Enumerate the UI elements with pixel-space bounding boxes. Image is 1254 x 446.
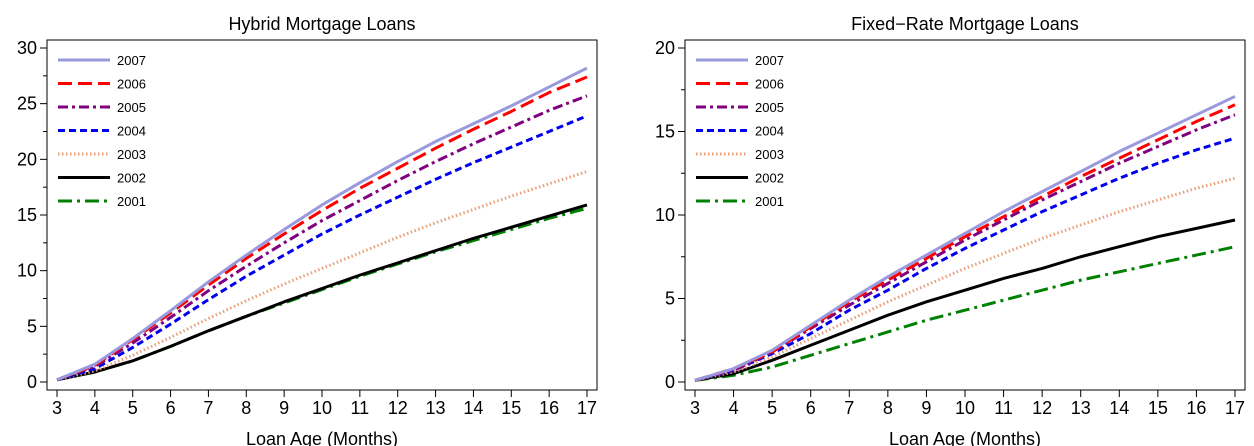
x-tick-label: 6 — [806, 398, 816, 418]
y-tick-label: 15 — [655, 122, 675, 142]
y-tick-label: 5 — [27, 316, 37, 336]
legend-label-2005: 2005 — [117, 100, 146, 115]
x-tick-label: 12 — [1032, 398, 1052, 418]
x-axis-label: Loan Age (Months) — [889, 429, 1041, 446]
legend-label-2003: 2003 — [117, 147, 146, 162]
panel-fixed-rate: Fixed−Rate Mortgage Loans Loan Age (Mont… — [655, 14, 1246, 446]
legend-label-2003: 2003 — [755, 147, 784, 162]
x-tick-label: 11 — [351, 398, 370, 418]
y-tick-label: 20 — [17, 149, 37, 169]
chart-title: Fixed−Rate Mortgage Loans — [851, 14, 1079, 34]
x-tick-label: 13 — [1071, 398, 1091, 418]
x-tick-label: 7 — [203, 398, 213, 418]
legend-label-2005: 2005 — [755, 100, 784, 115]
y-tick-label: 10 — [17, 261, 37, 281]
legend-label-2006: 2006 — [117, 77, 146, 92]
legend-label-2004: 2004 — [117, 124, 146, 139]
x-tick-label: 9 — [921, 398, 931, 418]
series-line-2003 — [56, 170, 588, 382]
y-tick-label: 25 — [17, 94, 37, 114]
series-line-2001 — [694, 245, 1236, 382]
x-tick-label: 14 — [463, 398, 483, 418]
x-axis-label: Loan Age (Months) — [246, 429, 398, 446]
x-tick-label: 4 — [729, 398, 739, 418]
series-line-2006 — [694, 103, 1236, 382]
series-line-2002 — [56, 203, 588, 382]
y-tick-label: 0 — [665, 372, 675, 392]
x-tick-label: 9 — [279, 398, 289, 418]
legend-label-2007: 2007 — [755, 53, 784, 68]
series-line-2003 — [694, 176, 1236, 382]
y-tick-label: 0 — [27, 372, 37, 392]
y-tick-label: 20 — [655, 38, 675, 58]
y-tick-label: 15 — [17, 205, 37, 225]
x-tick-label: 5 — [767, 398, 777, 418]
legend-label-2001: 2001 — [117, 194, 146, 209]
x-tick-label: 7 — [844, 398, 854, 418]
plot-frame — [684, 39, 1246, 391]
plot-frame — [46, 39, 598, 391]
y-tick-label: 5 — [665, 289, 675, 309]
x-tick-label: 4 — [90, 398, 100, 418]
chart-title: Hybrid Mortgage Loans — [228, 14, 415, 34]
x-tick-label: 10 — [955, 398, 975, 418]
x-tick-label: 8 — [241, 398, 251, 418]
x-tick-label: 13 — [426, 398, 446, 418]
x-tick-label: 11 — [994, 398, 1013, 418]
series-line-2005 — [56, 94, 588, 382]
legend-label-2001: 2001 — [755, 194, 784, 209]
x-tick-label: 3 — [52, 398, 62, 418]
series-line-2005 — [694, 113, 1236, 382]
x-tick-label: 10 — [312, 398, 332, 418]
x-tick-label: 15 — [501, 398, 521, 418]
x-tick-label: 16 — [1186, 398, 1206, 418]
y-tick-label: 30 — [17, 38, 37, 58]
y-tick-label: 10 — [655, 205, 675, 225]
panel-hybrid: Hybrid Mortgage Loans Loan Age (Months) … — [17, 14, 598, 446]
x-tick-label: 12 — [388, 398, 408, 418]
x-tick-label: 6 — [166, 398, 176, 418]
legend-label-2004: 2004 — [755, 124, 784, 139]
series-line-2004 — [56, 114, 588, 382]
x-tick-label: 15 — [1148, 398, 1168, 418]
series-line-2004 — [694, 136, 1236, 382]
x-tick-label: 16 — [539, 398, 559, 418]
x-tick-label: 14 — [1109, 398, 1129, 418]
x-tick-label: 5 — [128, 398, 138, 418]
x-tick-label: 17 — [1225, 398, 1245, 418]
legend-label-2002: 2002 — [755, 171, 784, 186]
x-tick-label: 8 — [883, 398, 893, 418]
legend-label-2002: 2002 — [117, 171, 146, 186]
series-line-2007 — [694, 95, 1236, 382]
x-tick-label: 3 — [690, 398, 700, 418]
legend-label-2006: 2006 — [755, 77, 784, 92]
x-tick-label: 17 — [577, 398, 597, 418]
series-line-2002 — [694, 218, 1236, 382]
legend-label-2007: 2007 — [117, 53, 146, 68]
series-line-2007 — [56, 66, 588, 382]
